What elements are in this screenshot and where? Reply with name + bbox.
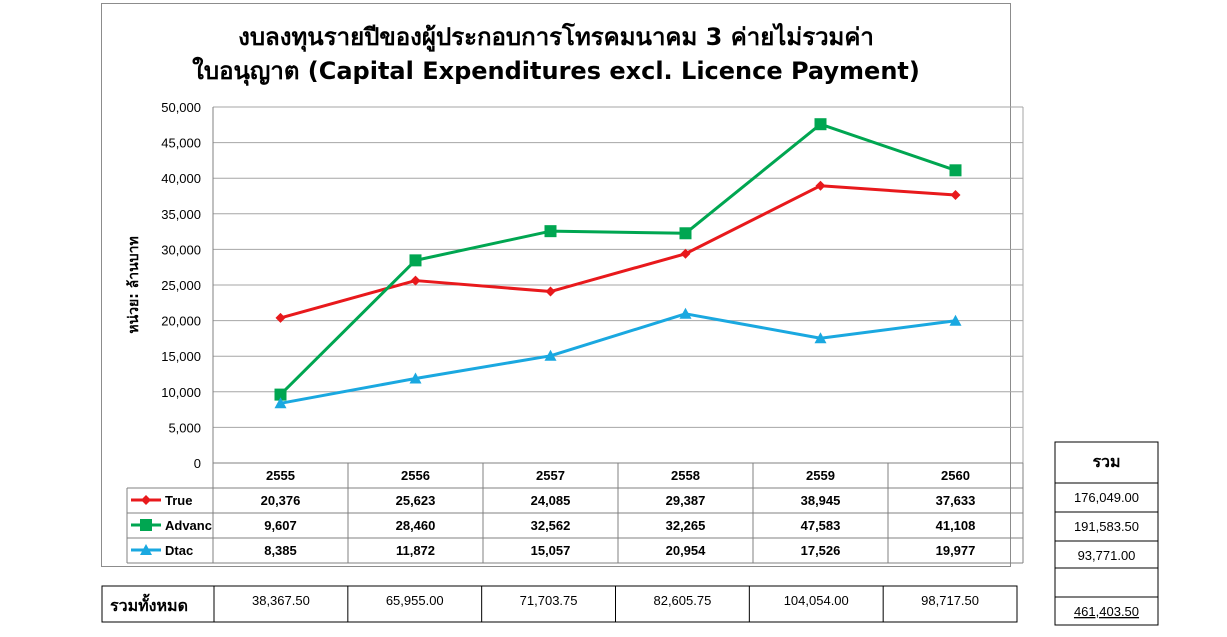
data-point xyxy=(275,312,286,323)
totals-table: รวมทั้งหมด 38,367.50 65,955.00 71,703.75 82,… xyxy=(101,441,1159,626)
data-point xyxy=(545,286,556,297)
category-label: 2555 xyxy=(266,468,295,483)
y-axis-label: หน่วย: ล้านบาท xyxy=(126,236,142,333)
legend-key-marker xyxy=(140,544,152,555)
data-label: 17,526 xyxy=(801,543,841,558)
data-point xyxy=(544,225,557,238)
data-point xyxy=(815,180,826,191)
y-tick-label: 10,000 xyxy=(161,385,201,400)
totals-row-label: รวมทั้งหมด xyxy=(110,593,188,615)
totals-col-value: 93,771.00 xyxy=(1078,548,1136,563)
data-label: 25,623 xyxy=(396,493,436,508)
data-point xyxy=(949,164,962,177)
totals-row-border xyxy=(101,585,1018,623)
legend-key-marker xyxy=(140,519,152,531)
data-point xyxy=(409,372,422,384)
y-tick-label: 30,000 xyxy=(161,242,201,257)
y-tick-label: 0 xyxy=(194,456,201,471)
category-label: 2560 xyxy=(941,468,970,483)
y-tick-label: 35,000 xyxy=(161,207,201,222)
totals-row-value: 104,054.00 xyxy=(784,593,849,608)
data-label: 32,562 xyxy=(531,518,571,533)
category-label: 2559 xyxy=(806,468,835,483)
data-point xyxy=(274,388,287,401)
data-label: 32,265 xyxy=(666,518,706,533)
y-tick-label: 45,000 xyxy=(161,136,201,151)
y-tick-label: 15,000 xyxy=(161,349,201,364)
grand-total: 461,403.50 xyxy=(1074,604,1139,619)
data-table: 2555 2556 2557 2558 2559 2560 True 20,376 25,623… xyxy=(126,462,1024,564)
series-line-advanc xyxy=(279,122,956,396)
data-point xyxy=(409,254,422,267)
y-tick-label: 25,000 xyxy=(161,278,201,293)
data-label: 38,945 xyxy=(801,493,841,508)
category-label: 2557 xyxy=(536,468,565,483)
data-label: 24,085 xyxy=(531,493,571,508)
totals-row-value: 82,605.75 xyxy=(653,593,711,608)
legend-label-true: True xyxy=(165,493,192,508)
data-label: 41,108 xyxy=(936,518,976,533)
legend-key-marker xyxy=(141,495,151,505)
grid-layer xyxy=(212,106,1024,464)
data-point xyxy=(679,227,692,240)
data-label: 20,376 xyxy=(261,493,301,508)
series-layer xyxy=(274,118,962,409)
category-label: 2556 xyxy=(401,468,430,483)
data-point xyxy=(814,118,827,131)
totals-col-value: 176,049.00 xyxy=(1074,490,1139,505)
chart-title-line1: งบลงทุนรายปีของผู้ประกอบการโทรคมนาคม 3 ค… xyxy=(238,23,874,51)
y-tick-label: 40,000 xyxy=(161,171,201,186)
data-point xyxy=(274,397,287,409)
data-label: 8,385 xyxy=(264,543,297,558)
chart-title: งบลงทุนรายปีของผู้ประกอบการโทรคมนาคม 3 ค… xyxy=(101,20,1011,88)
data-label: 20,954 xyxy=(666,543,707,558)
data-label: 37,633 xyxy=(936,493,976,508)
legend-label-dtac: Dtac xyxy=(165,543,193,558)
totals-row-value: 98,717.50 xyxy=(921,593,979,608)
series-line-true xyxy=(280,184,956,320)
data-label: 9,607 xyxy=(264,518,297,533)
totals-row-value: 38,367.50 xyxy=(252,593,310,608)
series-line-dtac xyxy=(280,312,956,405)
data-label: 11,872 xyxy=(396,543,435,558)
data-point xyxy=(410,275,421,286)
totals-col-header: รวม xyxy=(1092,452,1120,471)
data-point xyxy=(950,190,961,201)
legend-label-advanc: Advanc xyxy=(165,518,212,533)
data-label: 15,057 xyxy=(531,543,571,558)
totals-col-value: 191,583.50 xyxy=(1074,519,1139,534)
data-point xyxy=(679,307,692,319)
data-label: 29,387 xyxy=(666,493,706,508)
totals-row-value: 65,955.00 xyxy=(386,593,444,608)
y-tick-label: 50,000 xyxy=(161,100,201,115)
y-axis-ticks: 0 5,000 10,000 15,000 20,000 25,000 30,000 35,0… xyxy=(161,100,201,471)
totals-row-value: 71,703.75 xyxy=(520,593,578,608)
data-point xyxy=(814,332,827,344)
data-label: 28,460 xyxy=(396,518,436,533)
data-point xyxy=(680,248,691,259)
y-tick-label: 20,000 xyxy=(161,314,201,329)
data-point xyxy=(949,314,962,326)
totals-col-frame xyxy=(1054,441,1159,626)
data-point xyxy=(544,349,557,361)
chart-title-line2: ใบอนุญาต (Capital Expenditures excl. Lic… xyxy=(192,57,920,85)
category-label: 2558 xyxy=(671,468,700,483)
data-label: 47,583 xyxy=(801,518,841,533)
data-label: 19,977 xyxy=(936,543,976,558)
y-tick-label: 5,000 xyxy=(168,420,201,435)
